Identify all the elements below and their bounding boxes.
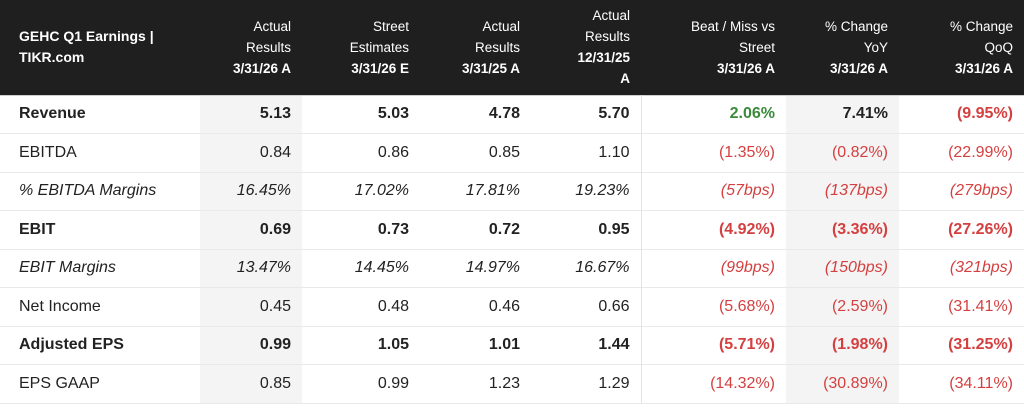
- cell-change-yoy: 7.41%: [786, 95, 899, 134]
- table-row-ebitda-margins: % EBITDA Margins 16.45% 17.02% 17.81% 19…: [0, 172, 1024, 211]
- table-row-revenue: Revenue 5.13 5.03 4.78 5.70 2.06% 7.41% …: [0, 95, 1024, 134]
- cell-estimate: 5.03: [377, 105, 409, 123]
- row-label: EBITDA: [19, 143, 77, 161]
- col-header-actual-results: Actual Results 3/31/26 A: [232, 18, 291, 76]
- cell-change-qoq: (321bps): [949, 259, 1013, 277]
- row-label: Net Income: [19, 297, 101, 315]
- cell-estimate: 0.99: [377, 374, 409, 392]
- cell-prior-quarter: 19.23%: [575, 182, 630, 200]
- cell-change-qoq: (9.95%): [956, 105, 1013, 123]
- cell-prior-quarter: 1.10: [598, 143, 630, 161]
- row-label: EPS GAAP: [19, 374, 100, 392]
- cell-change-yoy: (30.89%): [786, 364, 899, 403]
- cell-change-qoq: (22.99%): [948, 143, 1013, 161]
- row-label: EBIT Margins: [19, 259, 116, 277]
- cell-change-yoy: (2.59%): [786, 287, 899, 326]
- cell-change-qoq: (279bps): [949, 182, 1013, 200]
- cell-prior-quarter: 0.66: [598, 297, 630, 315]
- cell-beat-miss: (57bps): [640, 172, 786, 211]
- cell-prior-quarter: 16.67%: [575, 259, 630, 277]
- cell-change-yoy: (3.36%): [786, 210, 899, 249]
- cell-prior-year: 0.85: [488, 143, 520, 161]
- cell-actual: 13.47%: [200, 249, 302, 288]
- cell-actual: 0.99: [200, 326, 302, 365]
- table-title-cell: GEHC Q1 Earnings | TIKR.com: [0, 0, 200, 95]
- cell-actual: 0.45: [200, 287, 302, 326]
- cell-beat-miss: (5.71%): [640, 326, 786, 365]
- cell-actual: 16.45%: [200, 172, 302, 211]
- cell-actual: 0.84: [200, 133, 302, 172]
- col-header-street-estimates: Street Estimates 3/31/26 E: [349, 18, 409, 76]
- cell-beat-miss: (4.92%): [640, 210, 786, 249]
- header-row: GEHC Q1 Earnings | TIKR.com Actual Resul…: [0, 0, 1024, 95]
- cell-change-yoy: (1.98%): [786, 326, 899, 365]
- cell-estimate: 14.45%: [354, 259, 409, 277]
- table-row-net-income: Net Income 0.45 0.48 0.46 0.66 (5.68%) (…: [0, 287, 1024, 326]
- table-row-eps-gaap: EPS GAAP 0.85 0.99 1.23 1.29 (14.32%) (3…: [0, 364, 1024, 403]
- col-header-prior-quarter: Actual Results 12/31/25 A: [577, 8, 630, 87]
- cell-prior-quarter: 5.70: [598, 105, 630, 123]
- cell-change-yoy: (0.82%): [786, 133, 899, 172]
- table-row-ebit-margins: EBIT Margins 13.47% 14.45% 14.97% 16.67%…: [0, 249, 1024, 288]
- cell-prior-year: 0.46: [488, 297, 520, 315]
- col-header-change-yoy: % Change YoY 3/31/26 A: [824, 18, 888, 76]
- cell-estimate: 0.73: [377, 220, 409, 238]
- row-label: Adjusted EPS: [19, 336, 124, 354]
- cell-estimate: 17.02%: [354, 182, 409, 200]
- cell-beat-miss: (14.32%): [640, 364, 786, 403]
- cell-actual: 5.13: [200, 95, 302, 134]
- cell-beat-miss: (1.35%): [640, 133, 786, 172]
- row-label: EBIT: [19, 220, 56, 238]
- cell-change-yoy: (137bps): [786, 172, 899, 211]
- cell-prior-year: 14.97%: [465, 259, 520, 277]
- cell-change-qoq: (31.25%): [948, 336, 1013, 354]
- col-header-beat-miss: Beat / Miss vs Street 3/31/26 A: [690, 18, 775, 76]
- cell-prior-year: 4.78: [488, 105, 520, 123]
- cell-prior-quarter: 1.44: [598, 336, 630, 354]
- cell-prior-year: 1.01: [488, 336, 520, 354]
- cell-estimate: 0.86: [377, 143, 409, 161]
- row-label: Revenue: [19, 105, 86, 123]
- cell-beat-miss: (99bps): [640, 249, 786, 288]
- cell-beat-miss: (5.68%): [640, 287, 786, 326]
- cell-prior-quarter: 1.29: [598, 374, 630, 392]
- row-label: % EBITDA Margins: [19, 182, 157, 200]
- col-header-prior-year: Actual Results 3/31/25 A: [461, 18, 520, 76]
- col-header-change-qoq: % Change QoQ 3/31/26 A: [949, 18, 1013, 76]
- cell-prior-year: 0.72: [488, 220, 520, 238]
- cell-change-qoq: (34.11%): [949, 374, 1013, 392]
- cell-change-qoq: (27.26%): [948, 220, 1013, 238]
- cell-beat-miss: 2.06%: [640, 95, 786, 134]
- table-row-ebit: EBIT 0.69 0.73 0.72 0.95 (4.92%) (3.36%)…: [0, 210, 1024, 249]
- table-source: TIKR.com: [19, 49, 85, 66]
- cell-change-qoq: (31.41%): [948, 297, 1013, 315]
- table-title: GEHC Q1 Earnings |: [19, 28, 154, 45]
- cell-actual: 0.69: [200, 210, 302, 249]
- cell-prior-year: 17.81%: [465, 182, 520, 200]
- table-row-adjusted-eps: Adjusted EPS 0.99 1.05 1.01 1.44 (5.71%)…: [0, 326, 1024, 365]
- cell-change-yoy: (150bps): [786, 249, 899, 288]
- cell-prior-year: 1.23: [488, 374, 520, 392]
- cell-estimate: 0.48: [377, 297, 409, 315]
- table-row-ebitda: EBITDA 0.84 0.86 0.85 1.10 (1.35%) (0.82…: [0, 133, 1024, 172]
- cell-prior-quarter: 0.95: [598, 220, 630, 238]
- cell-actual: 0.85: [200, 364, 302, 403]
- cell-estimate: 1.05: [377, 336, 409, 354]
